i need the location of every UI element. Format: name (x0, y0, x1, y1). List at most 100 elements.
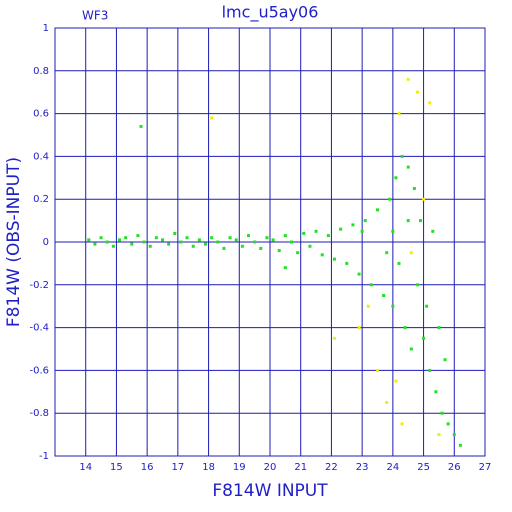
y-tick-label: 0 (43, 237, 49, 248)
x-tick-label: 17 (171, 462, 184, 473)
point (385, 401, 389, 404)
y-tick-label: 0.2 (33, 194, 49, 205)
point (339, 227, 343, 231)
point (185, 236, 189, 240)
x-tick-label: 26 (448, 462, 461, 473)
x-tick-label: 27 (479, 462, 492, 473)
point (403, 326, 407, 330)
point (253, 240, 257, 244)
point (391, 304, 395, 308)
point (409, 347, 413, 351)
point (428, 368, 432, 372)
point (148, 244, 152, 248)
point (400, 154, 404, 158)
x-tick-label: 16 (141, 462, 154, 473)
point (234, 238, 238, 242)
point (228, 236, 232, 240)
point (397, 261, 401, 265)
y-tick-label: 1 (43, 23, 49, 34)
point (179, 240, 183, 244)
point (369, 283, 373, 287)
x-tick-label: 23 (356, 462, 369, 473)
point (210, 236, 214, 240)
point (333, 336, 336, 340)
x-tick-label: 22 (325, 462, 338, 473)
point (296, 251, 300, 255)
x-tick-label: 25 (417, 462, 430, 473)
point (204, 242, 207, 246)
point (99, 236, 103, 240)
point (376, 208, 379, 212)
point (409, 251, 413, 255)
y-tick-label: -0.8 (29, 408, 49, 419)
y-tick-label: -0.6 (29, 365, 49, 376)
point (385, 251, 389, 255)
point (422, 336, 426, 340)
point (216, 240, 220, 244)
point (259, 246, 263, 250)
point (167, 242, 171, 246)
point (415, 90, 419, 94)
point (437, 433, 441, 437)
point (452, 433, 456, 437)
point (222, 246, 226, 250)
point (111, 244, 115, 248)
point (283, 234, 287, 238)
point (357, 272, 361, 276)
point (142, 240, 146, 244)
point (136, 234, 140, 238)
y-tick-label: 0.8 (33, 66, 49, 77)
point (271, 238, 275, 242)
point (277, 249, 281, 253)
y-tick-label: 0.4 (33, 151, 49, 162)
point (265, 236, 269, 240)
point (397, 112, 401, 116)
point (118, 238, 121, 242)
point (360, 229, 364, 233)
point (443, 358, 447, 362)
point (419, 219, 422, 223)
point (406, 219, 410, 223)
point (406, 165, 410, 169)
x-axis-label: F814W INPUT (212, 481, 328, 501)
point (105, 240, 109, 244)
point (93, 242, 97, 246)
point (366, 304, 370, 308)
point (406, 77, 410, 81)
point (210, 116, 214, 120)
y-tick-label: -0.4 (29, 323, 49, 334)
x-tick-label: 19 (233, 462, 246, 473)
point (376, 368, 379, 372)
point (458, 443, 462, 447)
point (363, 219, 367, 223)
y-tick-label: 0.6 (33, 109, 49, 120)
point (283, 266, 287, 270)
point (388, 197, 392, 201)
point (351, 223, 355, 227)
point (240, 244, 244, 248)
y-axis-label: F814W (OBS-INPUT) (4, 157, 24, 327)
point (394, 379, 398, 383)
point (382, 294, 386, 297)
point (191, 244, 195, 248)
point (434, 390, 438, 394)
x-tick-label: 21 (294, 462, 307, 473)
point (357, 326, 361, 330)
point (415, 283, 419, 287)
point (314, 229, 318, 233)
point (139, 124, 143, 128)
point (87, 238, 91, 242)
x-tick-label: 20 (264, 462, 277, 473)
point (394, 176, 398, 180)
plot-frame (54, 27, 486, 457)
point (130, 242, 134, 246)
chart-title: lmc_u5ay06 (222, 3, 319, 23)
point (320, 253, 324, 257)
point (425, 304, 429, 308)
point (326, 234, 330, 238)
point (446, 422, 450, 426)
y-tick-label: -0.2 (29, 280, 49, 291)
point (308, 244, 312, 248)
point (290, 240, 293, 244)
